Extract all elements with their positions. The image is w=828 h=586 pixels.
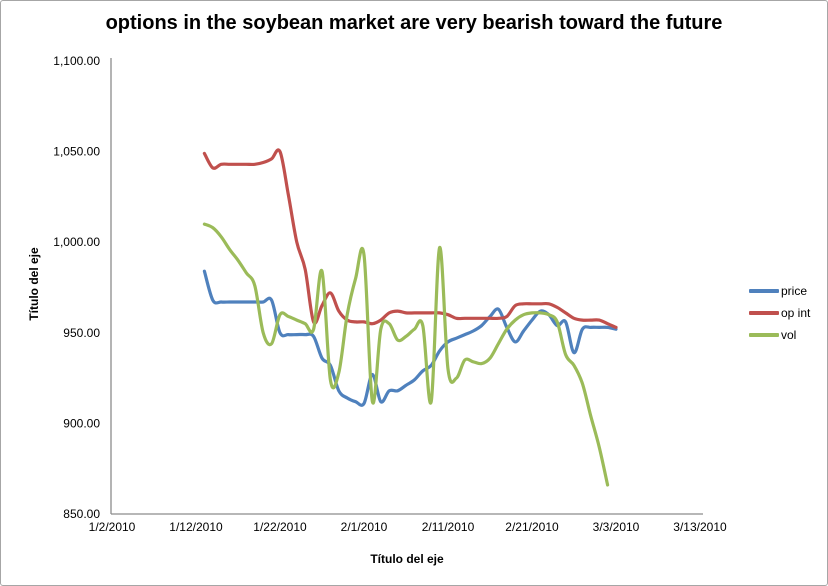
legend-item-vol[interactable]: vol (749, 324, 827, 346)
x-tick-label: 1/22/2010 (253, 520, 307, 534)
legend[interactable]: price op int vol (749, 280, 827, 346)
series-line-vol[interactable] (202, 222, 610, 487)
legend-label: op int (781, 306, 811, 320)
legend-line-swatch (749, 333, 779, 337)
legend-label: vol (781, 328, 797, 342)
y-tick-label: 1,050.00 (53, 145, 100, 159)
x-tick-label: 2/1/2010 (341, 520, 388, 534)
y-tick-label: 850.00 (63, 507, 100, 521)
x-axis-title[interactable]: Título del eje (370, 552, 444, 566)
x-tick-label: 3/3/2010 (593, 520, 640, 534)
legend-item-op-int[interactable]: op int (749, 302, 827, 324)
y-tick-label: 1,100.00 (53, 54, 100, 68)
x-tick-label: 1/2/2010 (89, 520, 136, 534)
y-tick-label: 900.00 (63, 416, 100, 430)
legend-line-swatch (749, 289, 779, 293)
series-line-op-int[interactable] (202, 148, 618, 329)
y-tick-label: 1,000.00 (53, 235, 100, 249)
legend-label: price (781, 284, 808, 298)
legend-item-price[interactable]: price (749, 280, 827, 302)
chart-title[interactable]: options in the soybean market are very b… (105, 12, 723, 34)
x-tick-label: 2/11/2010 (422, 520, 475, 534)
y-tick-label: 950.00 (63, 326, 100, 340)
x-tick-label: 3/13/2010 (673, 520, 727, 534)
x-tick-label: 1/12/2010 (169, 520, 223, 534)
legend-line-swatch (749, 311, 779, 315)
x-tick-label: 2/21/2010 (505, 520, 559, 534)
